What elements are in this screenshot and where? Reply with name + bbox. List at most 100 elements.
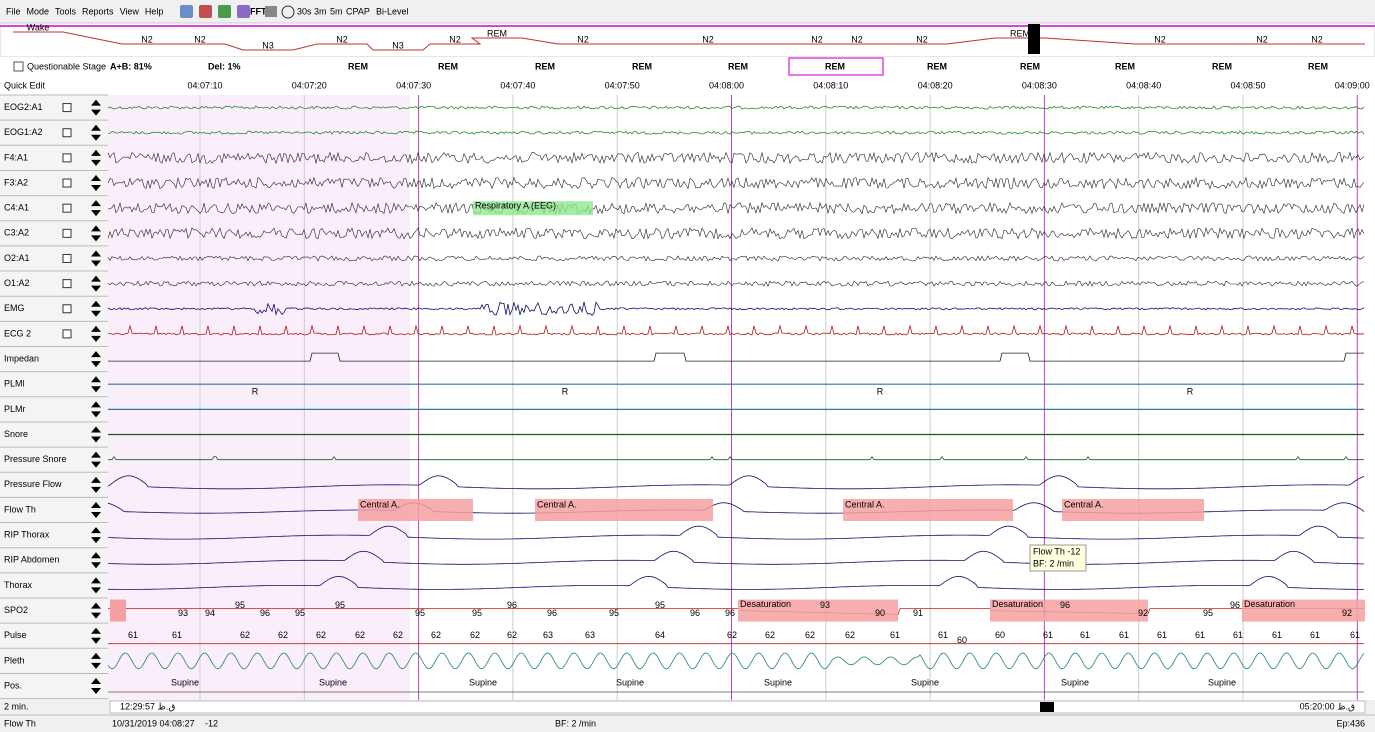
channel-label[interactable]: Snore [4, 429, 28, 439]
selected-epoch-box[interactable] [788, 57, 884, 76]
desaturation[interactable] [990, 599, 1148, 622]
channel-checkbox[interactable] [62, 153, 72, 163]
channel-label[interactable]: O2:A1 [4, 253, 30, 263]
channel-checkbox[interactable] [62, 304, 72, 314]
scale-arrows[interactable] [91, 602, 101, 619]
desaturation[interactable] [1242, 599, 1365, 622]
scale-arrows[interactable] [91, 552, 101, 569]
print-icon[interactable] [265, 6, 277, 17]
scale-arrows[interactable] [91, 678, 101, 695]
channel-label[interactable]: EMG [4, 303, 25, 313]
channel-label[interactable]: ECG 2 [4, 328, 31, 338]
questionable-checkbox[interactable] [13, 61, 24, 72]
channel-checkbox[interactable] [62, 228, 72, 238]
scale-arrows[interactable] [91, 527, 101, 544]
channel-checkbox[interactable] [62, 178, 72, 188]
channel-checkbox[interactable] [62, 279, 72, 289]
scrollbar[interactable] [109, 700, 1366, 714]
toolbar-icon[interactable] [199, 5, 212, 18]
desaturation[interactable] [738, 599, 898, 622]
scale-arrows[interactable] [91, 275, 101, 292]
menu-item[interactable]: Mode [27, 6, 50, 16]
channel-label[interactable]: Pleth [4, 655, 25, 665]
central-apnea[interactable] [358, 498, 473, 521]
epoch-stage[interactable]: REM [1115, 61, 1135, 71]
channel-label[interactable]: C4:A1 [4, 203, 29, 213]
scroll-thumb[interactable] [1040, 702, 1054, 712]
scale-arrows[interactable] [91, 175, 101, 192]
toolbar-button[interactable]: 5m [330, 6, 343, 16]
channel-checkbox[interactable] [62, 329, 72, 339]
epoch-stage[interactable]: REM [438, 61, 458, 71]
scale-arrows[interactable] [91, 627, 101, 644]
channel-label[interactable]: O1:A2 [4, 278, 30, 288]
epoch-stage[interactable]: REM [1212, 61, 1232, 71]
channel-label[interactable]: Pressure Flow [4, 479, 62, 489]
channel-label[interactable]: RIP Abdomen [4, 555, 59, 565]
scale-arrows[interactable] [91, 225, 101, 242]
central-apnea[interactable] [535, 498, 713, 521]
channel-label[interactable]: F3:A2 [4, 177, 28, 187]
respiratory-event[interactable] [473, 201, 593, 216]
scale-arrows[interactable] [91, 652, 101, 669]
central-apnea[interactable] [843, 498, 1013, 521]
menu-item[interactable]: Help [145, 6, 164, 16]
toolbar-icon[interactable] [218, 5, 231, 18]
menu-item[interactable]: Reports [82, 6, 114, 16]
toolbar-icon[interactable] [180, 5, 193, 18]
epoch-stage[interactable]: REM [728, 61, 748, 71]
quick-edit[interactable]: Quick Edit [4, 80, 46, 90]
scale-arrows[interactable] [91, 149, 101, 166]
toolbar-button[interactable]: Bi-Level [376, 6, 409, 16]
channel-checkbox[interactable] [62, 103, 72, 113]
channel-label[interactable]: Pos. [4, 680, 22, 690]
channel-label[interactable]: F4:A1 [4, 152, 28, 162]
scale-arrows[interactable] [91, 577, 101, 594]
channel-label[interactable]: Thorax [4, 580, 33, 590]
toolbar-button[interactable]: CPAP [346, 6, 370, 16]
epoch-stage[interactable]: REM [1308, 61, 1328, 71]
channel-label[interactable]: C3:A2 [4, 228, 29, 238]
scale-arrows[interactable] [91, 376, 101, 393]
channel-label[interactable]: EOG2:A1 [4, 102, 43, 112]
epoch-stage[interactable]: REM [535, 61, 555, 71]
toolbar-button[interactable]: 3m [314, 6, 327, 16]
channel-label[interactable]: Pulse [4, 630, 27, 640]
channel-label[interactable]: PLMr [4, 404, 26, 414]
scale-arrows[interactable] [91, 451, 101, 468]
epoch-stage[interactable]: REM [825, 61, 845, 71]
channel-label[interactable]: Pressure Snore [4, 454, 67, 464]
central-apnea[interactable] [1062, 498, 1204, 521]
epoch-stage[interactable]: REM [927, 61, 947, 71]
channel-label[interactable]: PLMl [4, 379, 25, 389]
scale-arrows[interactable] [91, 426, 101, 443]
scale-arrows[interactable] [91, 99, 101, 116]
menu-item[interactable]: File [6, 6, 21, 16]
epoch-stage[interactable]: REM [348, 61, 368, 71]
scale-arrows[interactable] [91, 250, 101, 267]
channel-checkbox[interactable] [62, 203, 72, 213]
channel-label[interactable]: RIP Thorax [4, 530, 50, 540]
channel-label[interactable]: SPO2 [4, 605, 28, 615]
channel-label[interactable]: Impedan [4, 353, 39, 363]
epoch-stage[interactable]: REM [632, 61, 652, 71]
scale-arrows[interactable] [91, 300, 101, 317]
channel-label[interactable]: Flow Th [4, 504, 36, 514]
channel-checkbox[interactable] [62, 128, 72, 138]
scale-arrows[interactable] [91, 124, 101, 141]
menu-item[interactable]: View [120, 6, 140, 16]
toolbar-button[interactable]: 30s [297, 6, 312, 16]
scale-arrows[interactable] [91, 325, 101, 342]
scale-arrows[interactable] [91, 501, 101, 518]
scale-arrows[interactable] [91, 401, 101, 418]
channel-checkbox[interactable] [62, 253, 72, 263]
epoch-stage[interactable]: REM [1020, 61, 1040, 71]
channel-label[interactable]: EOG1:A2 [4, 127, 43, 137]
toolbar-icon[interactable] [237, 5, 250, 18]
toolbar-button[interactable]: FFT [250, 6, 267, 16]
menu-item[interactable]: Tools [55, 6, 77, 16]
scale-arrows[interactable] [91, 351, 101, 368]
scale-arrows[interactable] [91, 476, 101, 493]
scale-arrows[interactable] [91, 200, 101, 217]
globe-icon[interactable] [281, 5, 295, 19]
